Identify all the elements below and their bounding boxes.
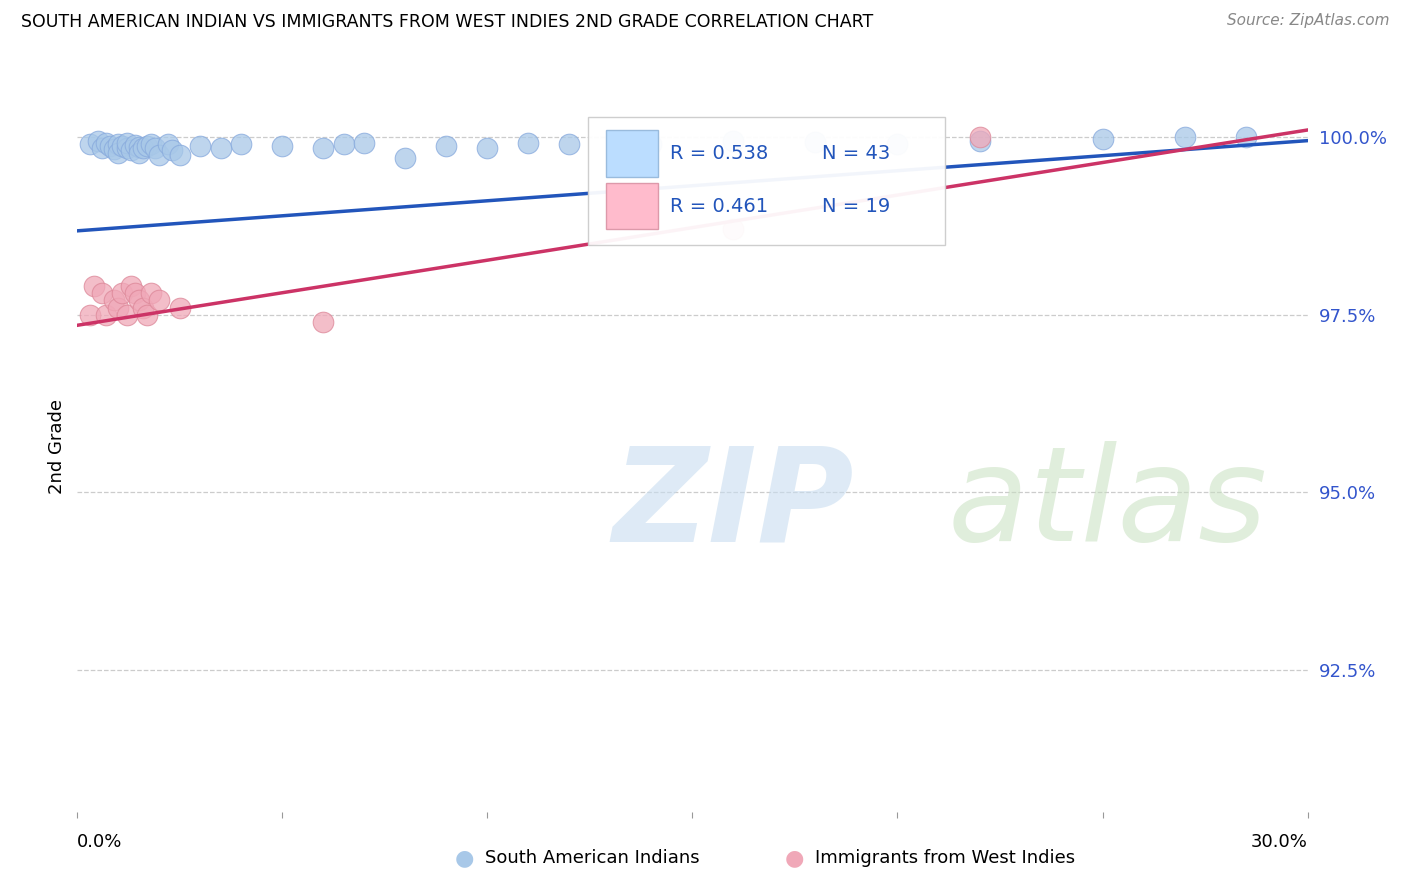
Point [969, 134, 991, 148]
Point [115, 141, 138, 155]
Point [111, 286, 134, 301]
Point [128, 140, 150, 154]
Text: 0.0%: 0.0% [77, 833, 122, 851]
Point [804, 135, 827, 149]
Point [115, 136, 138, 150]
Point [94, 136, 117, 150]
Point [156, 137, 179, 152]
Text: R = 0.461: R = 0.461 [671, 196, 769, 216]
Text: South American Indians: South American Indians [485, 849, 700, 867]
Point [1091, 131, 1114, 145]
Point [141, 137, 163, 152]
Point [886, 137, 908, 152]
Text: atlas: atlas [613, 441, 1267, 568]
Point [107, 145, 129, 160]
Point [271, 138, 294, 153]
Point [103, 293, 125, 308]
Point [79, 308, 101, 322]
Point [312, 315, 335, 329]
Point [188, 138, 212, 153]
Point [160, 143, 183, 157]
Point [723, 134, 745, 148]
Point [115, 308, 138, 322]
Point [558, 137, 581, 152]
Point [169, 148, 191, 162]
Point [98, 138, 121, 153]
Point [1234, 130, 1257, 145]
Point [94, 308, 117, 322]
Text: ●: ● [785, 848, 804, 868]
Point [143, 141, 166, 155]
Point [333, 137, 356, 152]
Point [169, 301, 191, 315]
Text: ZIP: ZIP [613, 441, 853, 568]
FancyBboxPatch shape [606, 183, 658, 229]
Point [132, 141, 155, 155]
Point [87, 134, 110, 148]
Point [136, 138, 159, 153]
Point [128, 145, 150, 160]
Point [124, 286, 146, 301]
Text: N = 43: N = 43 [821, 144, 890, 163]
Point [353, 136, 375, 150]
Point [231, 137, 253, 152]
Point [120, 143, 142, 157]
Text: Immigrants from West Indies: Immigrants from West Indies [815, 849, 1076, 867]
Text: R = 0.538: R = 0.538 [671, 144, 769, 163]
Point [312, 141, 335, 155]
Text: Source: ZipAtlas.com: Source: ZipAtlas.com [1226, 13, 1389, 29]
Point [209, 141, 232, 155]
Point [723, 222, 745, 236]
Point [111, 138, 134, 153]
Point [79, 137, 101, 152]
Point [90, 141, 114, 155]
Point [107, 301, 129, 315]
Point [103, 142, 125, 156]
FancyBboxPatch shape [606, 130, 658, 177]
Point [640, 137, 662, 152]
Point [132, 301, 155, 315]
Y-axis label: 2nd Grade: 2nd Grade [48, 399, 66, 493]
Point [136, 308, 159, 322]
Point [124, 137, 146, 152]
Text: 30.0%: 30.0% [1251, 833, 1308, 851]
Point [394, 152, 416, 166]
Point [141, 286, 163, 301]
FancyBboxPatch shape [588, 117, 945, 245]
Point [90, 286, 114, 301]
Point [128, 293, 150, 308]
Point [107, 137, 129, 152]
Point [120, 279, 142, 293]
Point [148, 293, 170, 308]
Point [148, 148, 170, 162]
Text: SOUTH AMERICAN INDIAN VS IMMIGRANTS FROM WEST INDIES 2ND GRADE CORRELATION CHART: SOUTH AMERICAN INDIAN VS IMMIGRANTS FROM… [21, 13, 873, 31]
Point [969, 130, 991, 145]
Text: ●: ● [454, 848, 474, 868]
Point [517, 136, 540, 150]
Point [83, 279, 105, 293]
Point [1174, 130, 1197, 145]
Point [477, 141, 499, 155]
Text: N = 19: N = 19 [821, 196, 890, 216]
Point [436, 138, 458, 153]
